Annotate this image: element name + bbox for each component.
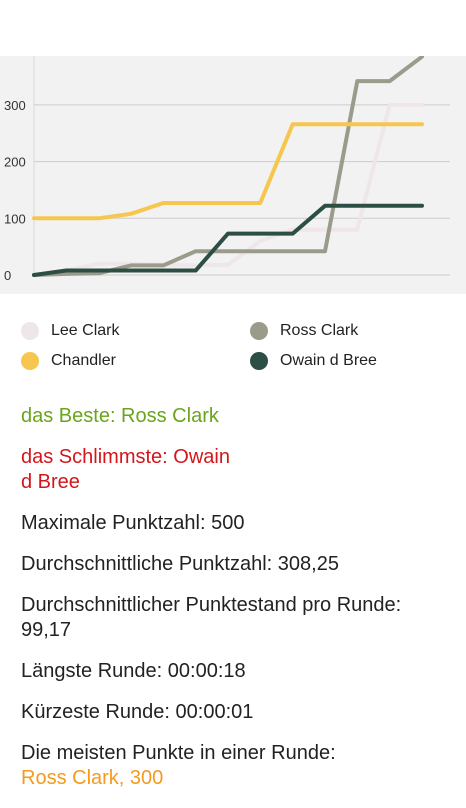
legend-dot-owain-d-bree [250, 352, 268, 370]
legend-dot-chandler [21, 352, 39, 370]
worst-player: das Schlimmste: Owain d Bree [21, 445, 451, 495]
y-tick-label-200: 200 [4, 155, 26, 170]
most-points-round: Die meisten Punkte in einer Runde: Ross … [21, 741, 451, 791]
worst-player-line2: d Bree [21, 471, 80, 493]
longest-round: Längste Runde: 00:00:18 [21, 660, 246, 682]
legend-item-lee-clark: Lee Clark [21, 320, 119, 342]
statistics-list: das Beste: Ross Clark das Schlimmste: Ow… [21, 404, 451, 791]
average-per-round-value: 99,17 [21, 619, 72, 641]
legend-dot-ross-clark [250, 322, 268, 340]
max-score: Maximale Punktzahl: 500 [21, 512, 245, 534]
legend-label-chandler: Chandler [51, 352, 116, 369]
shortest-round: Kürzeste Runde: 00:00:01 [21, 701, 254, 723]
best-player: das Beste: Ross Clark [21, 405, 219, 427]
legend-item-chandler: Chandler [21, 350, 116, 372]
worst-player-line1: das Schlimmste: Owain [21, 446, 230, 468]
chart-legend: Lee Clark Ross Clark Chandler Owain d Br… [0, 316, 466, 380]
legend-label-owain-d-bree: Owain d Bree [280, 352, 377, 369]
series-line-owain-d-bree [32, 203, 424, 277]
y-tick-label-100: 100 [4, 211, 26, 226]
series-line-ross-clark [32, 56, 424, 277]
legend-item-ross-clark: Ross Clark [250, 320, 358, 342]
score-chart: 0 100 200 300 [0, 56, 466, 294]
most-points-value: Ross Clark, 300 [21, 767, 164, 789]
average-score: Durchschnittliche Punktzahl: 308,25 [21, 553, 339, 575]
y-tick-label-300: 300 [4, 98, 26, 113]
legend-label-ross-clark: Ross Clark [280, 322, 359, 339]
most-points-label: Die meisten Punkte in einer Runde: [21, 742, 336, 764]
legend-item-owain-d-bree: Owain d Bree [250, 350, 377, 372]
y-tick-label-0: 0 [4, 268, 11, 283]
average-per-round-label: Durchschnittlicher Punktestand pro Runde… [21, 594, 402, 616]
series-line-chandler [32, 122, 424, 221]
legend-dot-lee-clark [21, 322, 39, 340]
legend-label-lee-clark: Lee Clark [51, 322, 120, 339]
top-bar [0, 0, 466, 56]
average-per-round: Durchschnittlicher Punktestand pro Runde… [21, 593, 451, 643]
series-line-lee-clark [32, 102, 424, 277]
chart-svg: 0 100 200 300 [4, 56, 450, 283]
